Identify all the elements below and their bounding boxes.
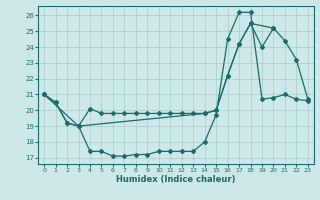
X-axis label: Humidex (Indice chaleur): Humidex (Indice chaleur) — [116, 175, 236, 184]
